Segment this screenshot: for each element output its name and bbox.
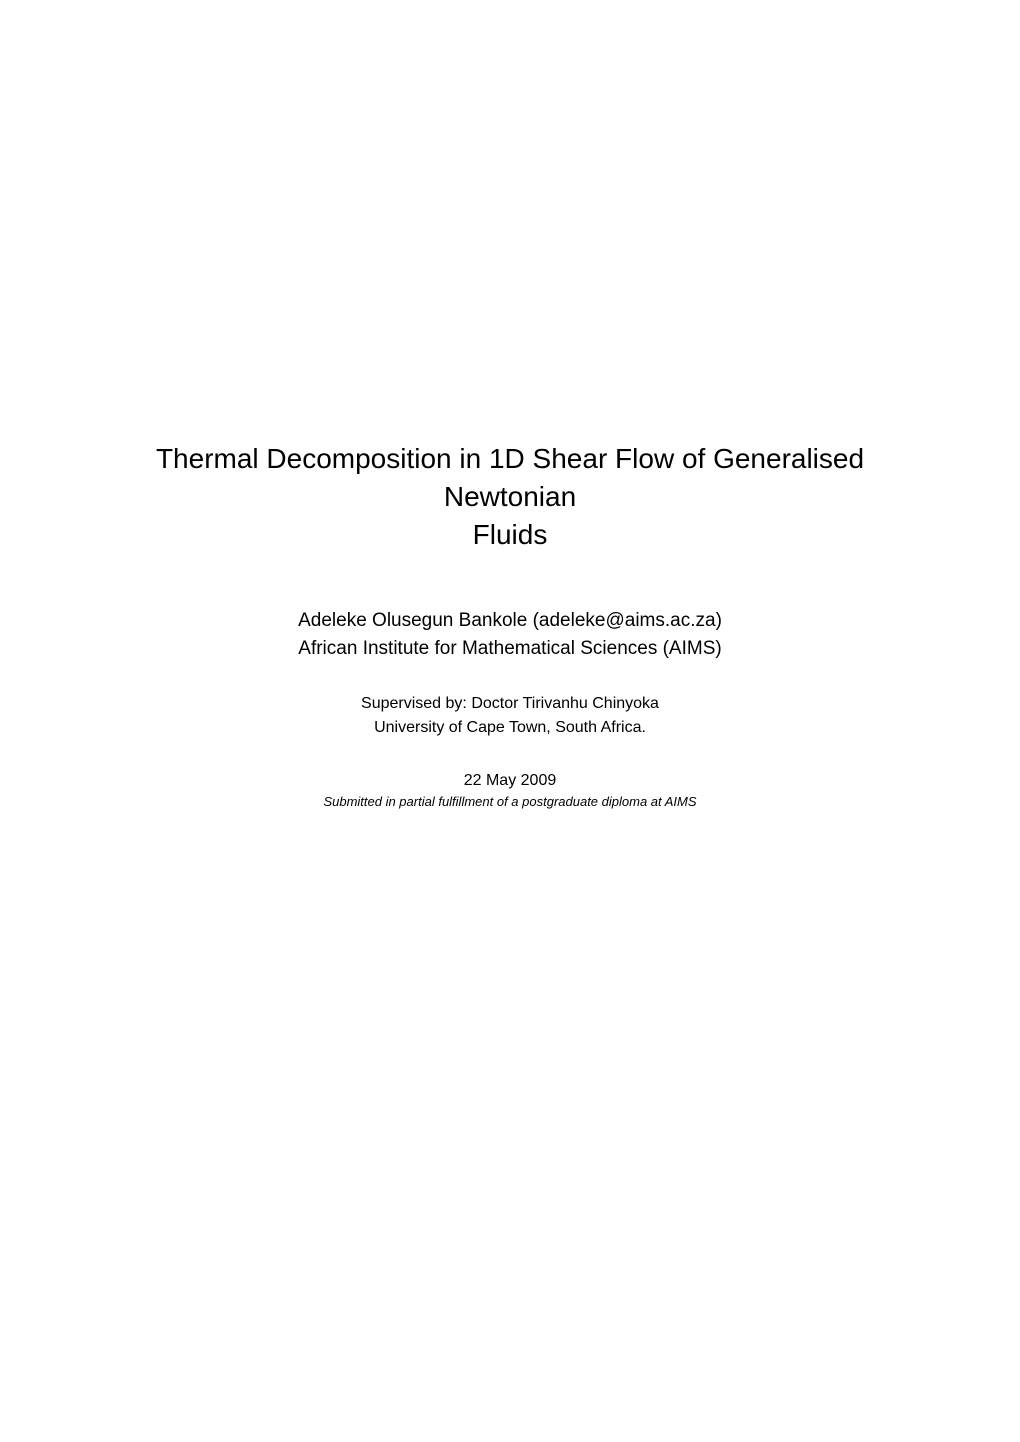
author-affiliation: African Institute for Mathematical Scien…	[90, 635, 930, 663]
date-block: 22 May 2009 Submitted in partial fulfill…	[90, 772, 930, 809]
title-block: Thermal Decomposition in 1D Shear Flow o…	[90, 440, 930, 553]
author-block: Adeleke Olusegun Bankole (adeleke@aims.a…	[90, 607, 930, 662]
page: Thermal Decomposition in 1D Shear Flow o…	[0, 0, 1020, 1442]
supervisor-label-name: Supervised by: Doctor Tirivanhu Chinyoka	[90, 692, 930, 716]
top-spacer	[90, 120, 930, 440]
date: 22 May 2009	[90, 772, 930, 790]
supervisor-block: Supervised by: Doctor Tirivanhu Chinyoka…	[90, 692, 930, 740]
author-name-email: Adeleke Olusegun Bankole (adeleke@aims.a…	[90, 607, 930, 635]
title-line-2: Fluids	[90, 516, 930, 554]
supervisor-affiliation: University of Cape Town, South Africa.	[90, 716, 930, 740]
submission-note: Submitted in partial fulfillment of a po…	[90, 794, 930, 809]
title-line-1: Thermal Decomposition in 1D Shear Flow o…	[90, 440, 930, 516]
